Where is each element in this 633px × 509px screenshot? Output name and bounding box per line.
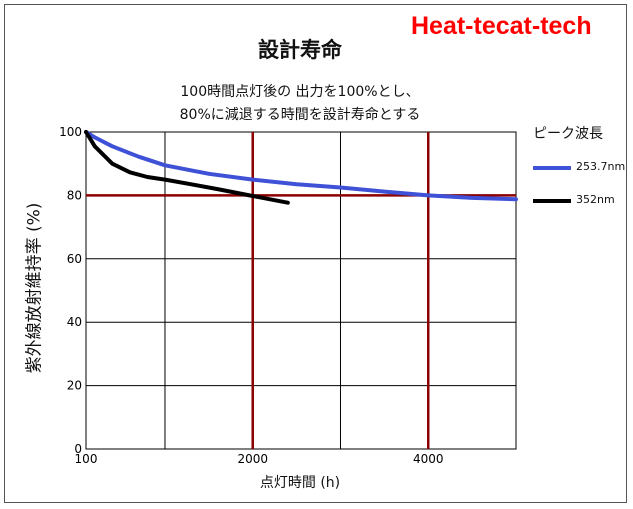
chart-frame [4,4,627,503]
y-tick-label: 40 [67,315,82,329]
legend-swatch [533,199,571,203]
legend-label: 253.7nm [576,160,626,173]
y-tick-label: 20 [67,379,82,393]
x-tick-label: 2000 [237,452,268,466]
chart-subtitle-line-2: 80%に減退する時間を設計寿命とする [179,107,421,123]
chart-title: 設計寿命 [258,38,342,62]
series-line-253.7nm [84,130,518,202]
x-axis-label: 点灯時間 (h) [259,475,341,491]
y-tick-label: 0 [74,442,82,456]
x-tick-label: 100 [75,452,98,466]
chart-subtitle-line-1: 100時間点灯後の 出力を100%とし、 [180,84,420,100]
y-tick-label: 60 [67,252,82,266]
y-tick-label: 100 [59,125,82,139]
legend-title: ピーク波長 [533,126,603,142]
brand-logo-text: Heat-tecat-tech [411,12,592,40]
x-tick-label: 4000 [413,452,444,466]
y-tick-label: 80 [67,188,82,202]
plot-area [85,131,517,450]
series-line-352nm [84,130,290,205]
legend-swatch [533,166,571,170]
legend-label: 352nm [576,193,615,206]
